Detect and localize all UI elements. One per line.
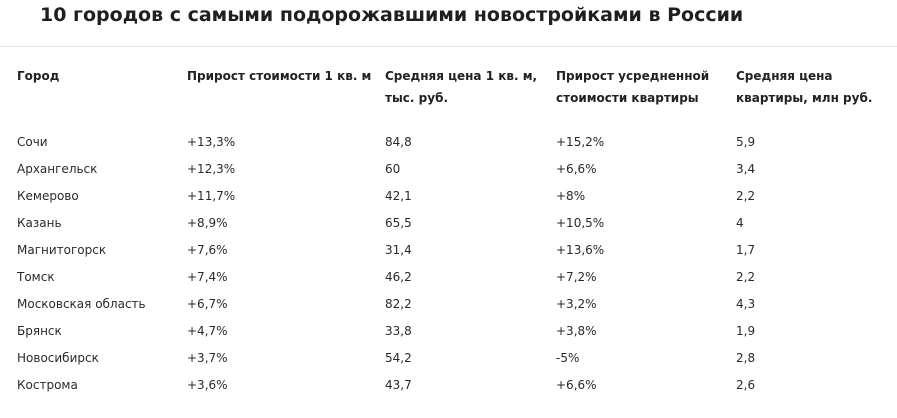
cities-table-container: Город Прирост стоимости 1 кв. м Средняя … — [0, 47, 897, 399]
cell-avg-flat-cost-growth: +8% — [556, 189, 586, 203]
cell-avg-price-sqm: 42,1 — [385, 189, 412, 203]
table-row: Сочи +13,3% 84,8 +15,2% 5,9 — [0, 129, 897, 156]
cell-avg-flat-cost-growth: +3,8% — [556, 324, 597, 338]
cell-avg-flat-cost-growth: +6,6% — [556, 162, 597, 176]
cell-avg-flat-price: 2,6 — [736, 378, 756, 392]
cities-table: Город Прирост стоимости 1 кв. м Средняя … — [0, 47, 897, 399]
cell-price-growth-sqm: +3,7% — [187, 351, 228, 365]
cell-price-growth-sqm: +6,7% — [187, 297, 228, 311]
cell-avg-price-sqm: 31,4 — [385, 243, 412, 257]
cell-avg-price-sqm: 82,2 — [385, 297, 412, 311]
cell-avg-flat-price: 4 — [736, 216, 744, 230]
cell-price-growth-sqm: +8,9% — [187, 216, 228, 230]
cell-avg-price-sqm: 33,8 — [385, 324, 412, 338]
cell-avg-price-sqm: 54,2 — [385, 351, 412, 365]
cell-avg-flat-price: 3,4 — [736, 162, 756, 176]
cell-avg-price-sqm: 46,2 — [385, 270, 412, 284]
cell-avg-price-sqm: 84,8 — [385, 135, 412, 149]
cell-avg-price-sqm: 43,7 — [385, 378, 412, 392]
header-row: Город Прирост стоимости 1 кв. м Средняя … — [0, 47, 897, 129]
table-row: Московская область +6,7% 82,2 +3,2% 4,3 — [0, 291, 897, 318]
table-row: Казань +8,9% 65,5 +10,5% 4 — [0, 210, 897, 237]
cell-price-growth-sqm: +4,7% — [187, 324, 228, 338]
table-row: Новосибирск +3,7% 54,2 -5% 2,8 — [0, 345, 897, 372]
cell-price-growth-sqm: +13,3% — [187, 135, 236, 149]
header-city: Город — [17, 69, 60, 83]
cell-city: Магнитогорск — [17, 243, 107, 257]
page-title: 10 городов с самыми подорожавшими новост… — [40, 4, 744, 26]
cell-avg-flat-price: 2,8 — [736, 351, 756, 365]
cell-city: Казань — [17, 216, 62, 230]
table-row: Архангельск +12,3% 60 +6,6% 3,4 — [0, 156, 897, 183]
table-row: Брянск +4,7% 33,8 +3,8% 1,9 — [0, 318, 897, 345]
cell-price-growth-sqm: +7,6% — [187, 243, 228, 257]
header-price-growth-sqm: Прирост стоимости 1 кв. м — [187, 69, 372, 83]
cell-avg-flat-price: 1,7 — [736, 243, 756, 257]
cell-avg-flat-cost-growth: +13,6% — [556, 243, 605, 257]
header-avg-flat-price: Средняя цена квартиры, млн руб. — [736, 69, 873, 105]
cell-avg-flat-price: 5,9 — [736, 135, 756, 149]
cell-avg-price-sqm: 65,5 — [385, 216, 412, 230]
cell-city: Томск — [17, 270, 55, 284]
table-body: Сочи +13,3% 84,8 +15,2% 5,9 Архангельск +12,3%… — [0, 129, 897, 399]
cell-avg-price-sqm: 60 — [385, 162, 401, 176]
cell-price-growth-sqm: +12,3% — [187, 162, 236, 176]
table-row: Кемерово +11,7% 42,1 +8% 2,2 — [0, 183, 897, 210]
cell-city: Московская область — [17, 297, 146, 311]
cell-avg-flat-price: 2,2 — [736, 270, 756, 284]
cell-avg-flat-price: 4,3 — [736, 297, 756, 311]
cell-price-growth-sqm: +7,4% — [187, 270, 228, 284]
table-header: Город Прирост стоимости 1 кв. м Средняя … — [0, 47, 897, 129]
cell-avg-flat-cost-growth: +3,2% — [556, 297, 597, 311]
table-row: Кострома +3,6% 43,7 +6,6% 2,6 — [0, 372, 897, 399]
table-row: Магнитогорск +7,6% 31,4 +13,6% 1,7 — [0, 237, 897, 264]
cell-avg-flat-cost-growth: +6,6% — [556, 378, 597, 392]
cell-avg-flat-cost-growth: +15,2% — [556, 135, 605, 149]
cell-avg-flat-cost-growth: -5% — [556, 351, 580, 365]
cell-city: Архангельск — [17, 162, 98, 176]
title-divider — [0, 46, 897, 47]
cell-avg-flat-price: 1,9 — [736, 324, 756, 338]
cell-price-growth-sqm: +3,6% — [187, 378, 228, 392]
header-avg-price-sqm: Средняя цена 1 кв. м, тыс. руб. — [385, 69, 538, 105]
cell-avg-flat-cost-growth: +10,5% — [556, 216, 605, 230]
cell-avg-flat-price: 2,2 — [736, 189, 756, 203]
table-row: Томск +7,4% 46,2 +7,2% 2,2 — [0, 264, 897, 291]
cell-city: Брянск — [17, 324, 62, 338]
cell-price-growth-sqm: +11,7% — [187, 189, 236, 203]
cell-city: Сочи — [17, 135, 48, 149]
cell-avg-flat-cost-growth: +7,2% — [556, 270, 597, 284]
cell-city: Кострома — [17, 378, 78, 392]
header-avg-flat-cost-growth: Прирост усредненной стоимости квартиры — [556, 69, 710, 105]
cell-city: Кемерово — [17, 189, 79, 203]
cell-city: Новосибирск — [17, 351, 99, 365]
